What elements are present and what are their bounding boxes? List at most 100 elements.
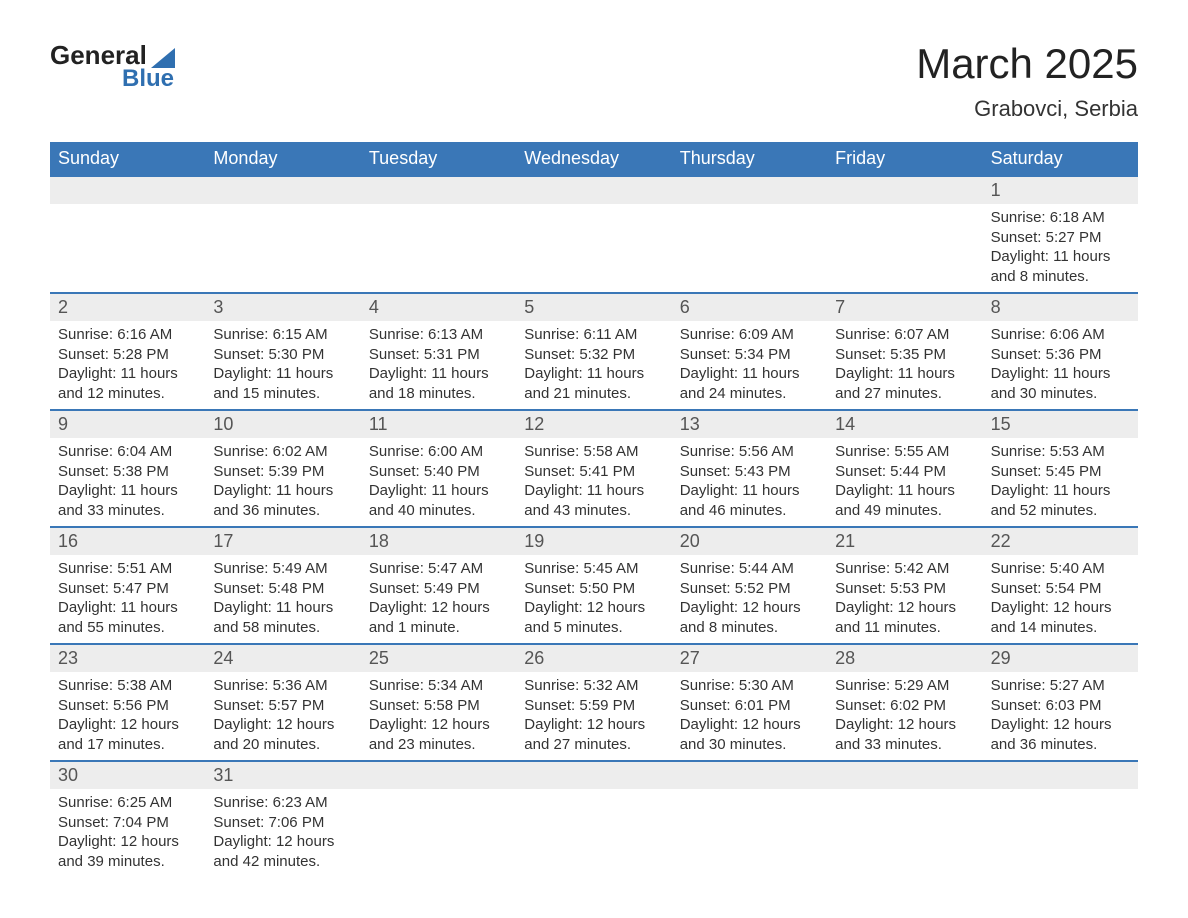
week-number-row: 23242526272829 [50, 645, 1138, 672]
sunset-line: Sunset: 5:48 PM [213, 579, 352, 599]
dayname-cell: Monday [205, 142, 360, 175]
day-number: 9 [50, 411, 205, 438]
sunrise-line: Sunrise: 6:09 AM [680, 325, 819, 345]
day-number: 26 [516, 645, 671, 672]
sunset-line: Sunset: 7:06 PM [213, 813, 352, 833]
daylight-line: Daylight: 12 hours and 30 minutes. [680, 715, 819, 754]
sunset-line: Sunset: 5:35 PM [835, 345, 974, 365]
day-number: 10 [205, 411, 360, 438]
daylight-line: Daylight: 11 hours and 18 minutes. [369, 364, 508, 403]
sunrise-line: Sunrise: 5:42 AM [835, 559, 974, 579]
sunset-line: Sunset: 5:58 PM [369, 696, 508, 716]
day-number: 1 [983, 177, 1138, 204]
day-detail: Sunrise: 6:18 AMSunset: 5:27 PMDaylight:… [983, 204, 1138, 292]
daylight-line: Daylight: 11 hours and 46 minutes. [680, 481, 819, 520]
day-number [205, 177, 360, 204]
sunset-line: Sunset: 5:45 PM [991, 462, 1130, 482]
sunset-line: Sunset: 6:03 PM [991, 696, 1130, 716]
sunrise-line: Sunrise: 6:02 AM [213, 442, 352, 462]
day-detail [672, 789, 827, 877]
daylight-line: Daylight: 11 hours and 43 minutes. [524, 481, 663, 520]
calendar-week: 2345678Sunrise: 6:16 AMSunset: 5:28 PMDa… [50, 292, 1138, 409]
dayname-cell: Friday [827, 142, 982, 175]
day-number: 6 [672, 294, 827, 321]
day-detail: Sunrise: 6:00 AMSunset: 5:40 PMDaylight:… [361, 438, 516, 526]
day-detail: Sunrise: 6:23 AMSunset: 7:06 PMDaylight:… [205, 789, 360, 877]
day-detail [516, 789, 671, 877]
sunrise-line: Sunrise: 5:53 AM [991, 442, 1130, 462]
sunrise-line: Sunrise: 5:36 AM [213, 676, 352, 696]
sunset-line: Sunset: 5:34 PM [680, 345, 819, 365]
sunset-line: Sunset: 5:38 PM [58, 462, 197, 482]
day-detail: Sunrise: 5:47 AMSunset: 5:49 PMDaylight:… [361, 555, 516, 643]
day-number: 11 [361, 411, 516, 438]
day-detail: Sunrise: 6:11 AMSunset: 5:32 PMDaylight:… [516, 321, 671, 409]
day-detail: Sunrise: 5:56 AMSunset: 5:43 PMDaylight:… [672, 438, 827, 526]
day-number: 7 [827, 294, 982, 321]
day-detail [361, 204, 516, 292]
day-number: 24 [205, 645, 360, 672]
page-title: March 2025 [916, 40, 1138, 88]
day-number: 23 [50, 645, 205, 672]
daylight-line: Daylight: 11 hours and 24 minutes. [680, 364, 819, 403]
day-detail: Sunrise: 5:40 AMSunset: 5:54 PMDaylight:… [983, 555, 1138, 643]
sunset-line: Sunset: 5:53 PM [835, 579, 974, 599]
daylight-line: Daylight: 11 hours and 30 minutes. [991, 364, 1130, 403]
day-detail [205, 204, 360, 292]
day-detail: Sunrise: 5:51 AMSunset: 5:47 PMDaylight:… [50, 555, 205, 643]
day-detail: Sunrise: 5:53 AMSunset: 5:45 PMDaylight:… [983, 438, 1138, 526]
day-number [983, 762, 1138, 789]
sunset-line: Sunset: 5:39 PM [213, 462, 352, 482]
daylight-line: Daylight: 11 hours and 21 minutes. [524, 364, 663, 403]
sunrise-line: Sunrise: 6:15 AM [213, 325, 352, 345]
week-detail-row: Sunrise: 6:04 AMSunset: 5:38 PMDaylight:… [50, 438, 1138, 526]
week-number-row: 9101112131415 [50, 411, 1138, 438]
day-detail: Sunrise: 5:30 AMSunset: 6:01 PMDaylight:… [672, 672, 827, 760]
calendar-body: 1Sunrise: 6:18 AMSunset: 5:27 PMDaylight… [50, 175, 1138, 877]
sunrise-line: Sunrise: 6:25 AM [58, 793, 197, 813]
day-detail: Sunrise: 5:34 AMSunset: 5:58 PMDaylight:… [361, 672, 516, 760]
day-detail [827, 204, 982, 292]
day-number: 18 [361, 528, 516, 555]
daylight-line: Daylight: 12 hours and 36 minutes. [991, 715, 1130, 754]
day-number [827, 762, 982, 789]
daylight-line: Daylight: 12 hours and 33 minutes. [835, 715, 974, 754]
day-number: 4 [361, 294, 516, 321]
sunset-line: Sunset: 7:04 PM [58, 813, 197, 833]
calendar-week: 3031Sunrise: 6:25 AMSunset: 7:04 PMDayli… [50, 760, 1138, 877]
day-detail [827, 789, 982, 877]
day-number: 2 [50, 294, 205, 321]
day-detail: Sunrise: 5:45 AMSunset: 5:50 PMDaylight:… [516, 555, 671, 643]
day-number: 30 [50, 762, 205, 789]
sunrise-line: Sunrise: 6:00 AM [369, 442, 508, 462]
day-detail [361, 789, 516, 877]
dayname-cell: Thursday [672, 142, 827, 175]
dayname-cell: Tuesday [361, 142, 516, 175]
day-number: 22 [983, 528, 1138, 555]
sunset-line: Sunset: 5:28 PM [58, 345, 197, 365]
daylight-line: Daylight: 12 hours and 23 minutes. [369, 715, 508, 754]
day-number: 19 [516, 528, 671, 555]
sunrise-line: Sunrise: 5:44 AM [680, 559, 819, 579]
day-number: 5 [516, 294, 671, 321]
day-detail: Sunrise: 5:27 AMSunset: 6:03 PMDaylight:… [983, 672, 1138, 760]
week-detail-row: Sunrise: 5:51 AMSunset: 5:47 PMDaylight:… [50, 555, 1138, 643]
daylight-line: Daylight: 12 hours and 20 minutes. [213, 715, 352, 754]
calendar-daynames: SundayMondayTuesdayWednesdayThursdayFrid… [50, 142, 1138, 175]
daylight-line: Daylight: 11 hours and 33 minutes. [58, 481, 197, 520]
day-number [672, 177, 827, 204]
day-number [672, 762, 827, 789]
daylight-line: Daylight: 12 hours and 1 minute. [369, 598, 508, 637]
sunrise-line: Sunrise: 5:56 AM [680, 442, 819, 462]
sunset-line: Sunset: 5:41 PM [524, 462, 663, 482]
day-detail: Sunrise: 5:36 AMSunset: 5:57 PMDaylight:… [205, 672, 360, 760]
calendar-week: 23242526272829 Sunrise: 5:38 AM Sunset: 5:… [50, 643, 1138, 760]
day-detail [516, 204, 671, 292]
day-detail: Sunrise: 6:25 AMSunset: 7:04 PMDaylight:… [50, 789, 205, 877]
day-number: 31 [205, 762, 360, 789]
day-number [516, 762, 671, 789]
sunrise-line: Sunrise: 5:38 AM [58, 676, 197, 696]
day-detail [50, 204, 205, 292]
week-detail-row: Sunrise: 6:16 AMSunset: 5:28 PMDaylight:… [50, 321, 1138, 409]
daylight-line: Daylight: 11 hours and 40 minutes. [369, 481, 508, 520]
